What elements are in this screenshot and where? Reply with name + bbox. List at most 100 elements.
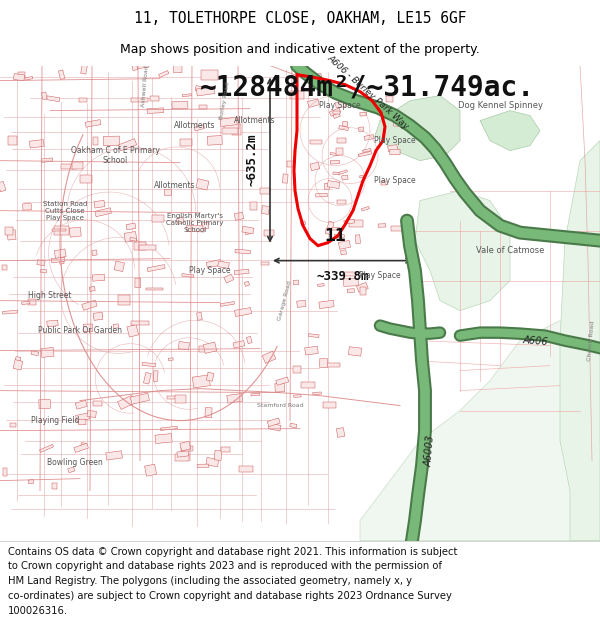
Bar — [328, 221, 334, 229]
Bar — [244, 281, 250, 286]
Bar — [338, 241, 350, 249]
Bar — [93, 401, 102, 406]
Bar — [69, 227, 81, 237]
Bar — [28, 479, 34, 484]
Text: ~635.2m: ~635.2m — [245, 134, 259, 186]
Bar — [47, 96, 60, 102]
Bar — [390, 149, 400, 154]
Bar — [80, 64, 88, 74]
Bar — [2, 468, 7, 476]
Bar — [145, 464, 157, 476]
Bar — [19, 72, 25, 77]
Bar — [82, 300, 97, 310]
Bar — [176, 217, 184, 224]
Bar — [169, 357, 173, 361]
Bar — [337, 139, 346, 143]
Text: Ashwell Road: Ashwell Road — [140, 64, 149, 107]
Bar — [131, 98, 148, 102]
Text: 11, TOLETHORPE CLOSE, OAKHAM, LE15 6GF: 11, TOLETHORPE CLOSE, OAKHAM, LE15 6GF — [134, 11, 466, 26]
Bar — [124, 231, 137, 242]
Text: Allotments: Allotments — [154, 181, 196, 190]
Bar — [93, 138, 98, 146]
Bar — [343, 278, 358, 286]
Bar — [349, 347, 362, 356]
Bar — [51, 257, 65, 262]
Bar — [317, 284, 324, 287]
Bar — [234, 269, 249, 274]
Bar — [359, 127, 364, 132]
Bar — [203, 222, 209, 229]
Bar — [344, 219, 355, 224]
Bar — [147, 264, 165, 272]
Bar — [347, 289, 355, 292]
Bar — [160, 426, 178, 431]
Text: Allotments: Allotments — [174, 121, 216, 130]
Bar — [336, 148, 343, 154]
Bar — [250, 202, 257, 211]
Bar — [323, 402, 335, 408]
Bar — [301, 221, 306, 226]
Bar — [75, 401, 87, 409]
Bar — [94, 312, 103, 321]
Bar — [158, 71, 169, 78]
Bar — [262, 206, 269, 214]
Polygon shape — [375, 96, 460, 161]
Bar — [199, 346, 207, 352]
Bar — [0, 181, 6, 192]
Bar — [333, 172, 339, 175]
Text: HM Land Registry. The polygons (including the associated geometry, namely x, y: HM Land Registry. The polygons (includin… — [8, 576, 412, 586]
Text: Stamford Road: Stamford Road — [257, 403, 304, 408]
Text: co-ordinates) are subject to Crown copyright and database rights 2023 Ordnance S: co-ordinates) are subject to Crown copyr… — [8, 591, 452, 601]
Bar — [276, 377, 289, 386]
Bar — [260, 188, 270, 194]
Text: Dog Kennel Spinney: Dog Kennel Spinney — [458, 101, 542, 110]
Bar — [71, 162, 83, 169]
Bar — [196, 86, 215, 96]
Bar — [296, 300, 306, 308]
Text: Map shows position and indicative extent of the property.: Map shows position and indicative extent… — [120, 42, 480, 56]
Bar — [113, 324, 119, 329]
Bar — [301, 381, 315, 388]
Bar — [199, 105, 206, 109]
Bar — [362, 148, 371, 152]
Bar — [338, 170, 347, 175]
Bar — [92, 250, 97, 256]
Bar — [167, 396, 185, 399]
Bar — [25, 76, 33, 80]
Bar — [136, 59, 149, 69]
Bar — [380, 181, 386, 184]
Bar — [242, 226, 254, 234]
Bar — [339, 126, 349, 131]
Text: Bowling Green: Bowling Green — [47, 458, 103, 467]
Bar — [130, 238, 137, 241]
Bar — [287, 161, 294, 167]
Bar — [293, 280, 299, 285]
Text: A606 - Burley Park Way: A606 - Burley Park Way — [326, 54, 410, 131]
Bar — [37, 260, 45, 266]
Bar — [150, 96, 159, 101]
Bar — [319, 300, 334, 309]
Text: Oakham C of E Primary
School: Oakham C of E Primary School — [71, 146, 160, 166]
Text: Play Space: Play Space — [374, 136, 416, 145]
Text: Garage Road: Garage Road — [277, 280, 293, 321]
Bar — [40, 444, 53, 452]
Bar — [218, 261, 229, 269]
Bar — [320, 359, 328, 368]
Bar — [391, 226, 401, 231]
Bar — [220, 301, 235, 306]
Bar — [182, 94, 191, 97]
Bar — [13, 74, 25, 81]
Bar — [118, 396, 135, 409]
Bar — [220, 118, 237, 126]
Bar — [181, 446, 193, 451]
Bar — [337, 428, 345, 438]
Bar — [143, 372, 151, 384]
Text: Play Space: Play Space — [319, 101, 361, 110]
Bar — [85, 119, 101, 127]
Text: ~128484m²/~31.749ac.: ~128484m²/~31.749ac. — [200, 74, 535, 102]
Text: Vale of Catmose: Vale of Catmose — [476, 246, 544, 255]
Bar — [177, 451, 188, 458]
Bar — [337, 200, 346, 204]
Bar — [343, 272, 356, 276]
Bar — [10, 423, 16, 427]
